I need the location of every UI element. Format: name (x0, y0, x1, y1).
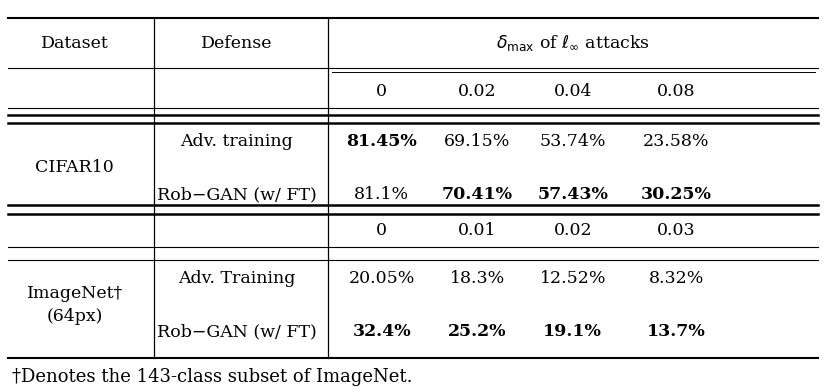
Text: Dataset: Dataset (41, 34, 109, 51)
Text: 30.25%: 30.25% (641, 186, 712, 203)
Text: Adv. Training: Adv. Training (178, 270, 295, 287)
Text: 19.1%: 19.1% (544, 323, 602, 340)
Text: 69.15%: 69.15% (444, 133, 510, 150)
Text: Rob−GAN (w/ FT): Rob−GAN (w/ FT) (157, 323, 316, 340)
Text: 32.4%: 32.4% (353, 323, 411, 340)
Text: 8.32%: 8.32% (649, 270, 704, 287)
Text: Defense: Defense (201, 34, 272, 51)
Text: 0.04: 0.04 (554, 83, 592, 100)
Text: CIFAR10: CIFAR10 (36, 160, 114, 176)
Text: 0: 0 (376, 83, 388, 100)
Text: 25.2%: 25.2% (448, 323, 506, 340)
Text: 20.05%: 20.05% (349, 270, 415, 287)
Text: 0.02: 0.02 (554, 222, 592, 239)
Text: 0.02: 0.02 (458, 83, 496, 100)
Text: 53.74%: 53.74% (540, 133, 606, 150)
Text: 70.41%: 70.41% (442, 186, 513, 203)
Text: 0: 0 (376, 222, 388, 239)
Text: Rob−GAN (w/ FT): Rob−GAN (w/ FT) (157, 186, 316, 203)
Text: 0.01: 0.01 (458, 222, 496, 239)
Text: ImageNet†
(64px): ImageNet† (64px) (27, 285, 123, 325)
Text: 81.1%: 81.1% (354, 186, 409, 203)
Text: †Denotes the 143-class subset of ImageNet.: †Denotes the 143-class subset of ImageNe… (12, 368, 413, 386)
Text: 18.3%: 18.3% (450, 270, 505, 287)
Text: 13.7%: 13.7% (647, 323, 705, 340)
Text: 23.58%: 23.58% (643, 133, 710, 150)
Text: Adv. training: Adv. training (180, 133, 293, 150)
Text: 0.08: 0.08 (657, 83, 696, 100)
Text: $\delta_{\mathrm{max}}$ of $\ell_\infty$ attacks: $\delta_{\mathrm{max}}$ of $\ell_\infty$… (496, 33, 650, 53)
Text: 0.03: 0.03 (657, 222, 696, 239)
Text: 12.52%: 12.52% (540, 270, 606, 287)
Text: 81.45%: 81.45% (346, 133, 417, 150)
Text: 57.43%: 57.43% (537, 186, 608, 203)
